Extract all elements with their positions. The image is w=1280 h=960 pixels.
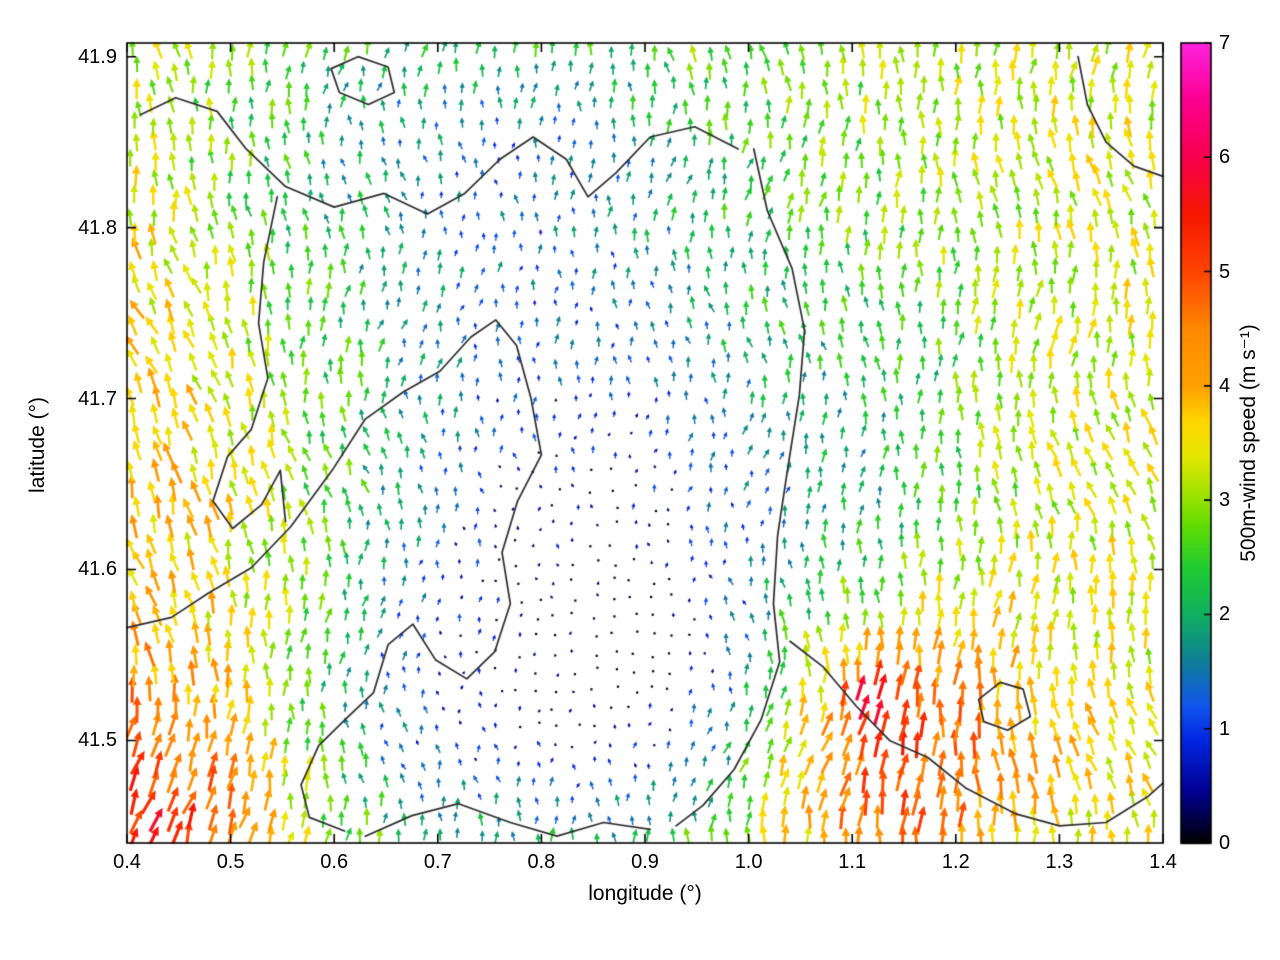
- colorbar-tick-label: 0: [1219, 832, 1231, 854]
- x-tick-label: 1.3: [1045, 851, 1074, 873]
- x-tick-label: 1.2: [941, 851, 970, 873]
- x-tick-label: 0.4: [113, 851, 141, 873]
- y-tick-label: 41.8: [78, 216, 117, 239]
- x-tick-label: 0.5: [216, 851, 245, 873]
- colorbar-tick-label: 5: [1219, 260, 1231, 283]
- colorbar-tick-label: 6: [1219, 146, 1231, 169]
- x-tick-label: 0.8: [527, 851, 556, 873]
- x-tick-label: 1.1: [838, 851, 867, 873]
- x-tick-label: 1.4: [1149, 851, 1177, 873]
- x-tick-label: 1.0: [734, 851, 763, 873]
- colorbar-tick-label: 7: [1219, 32, 1231, 54]
- y-tick-label: 41.7: [78, 387, 117, 410]
- colorbar-tick-label: 1: [1219, 717, 1231, 740]
- x-tick-label: 0.6: [320, 851, 349, 873]
- y-tick-label: 41.6: [78, 558, 117, 581]
- y-tick-label: 41.5: [78, 729, 117, 752]
- x-axis-title: longitude (°): [588, 882, 702, 905]
- y-axis-title: latitude (°): [26, 397, 49, 493]
- colorbar-title: 500m-wind speed (m s⁻¹): [1237, 324, 1260, 562]
- y-tick-label: 41.9: [78, 45, 117, 68]
- x-tick-label: 0.9: [631, 851, 659, 873]
- colorbar-tick-label: 2: [1219, 603, 1231, 626]
- colorbar-tick-label: 3: [1219, 489, 1231, 512]
- x-tick-label: 0.7: [423, 851, 452, 873]
- colorbar-tick-label: 4: [1219, 374, 1231, 397]
